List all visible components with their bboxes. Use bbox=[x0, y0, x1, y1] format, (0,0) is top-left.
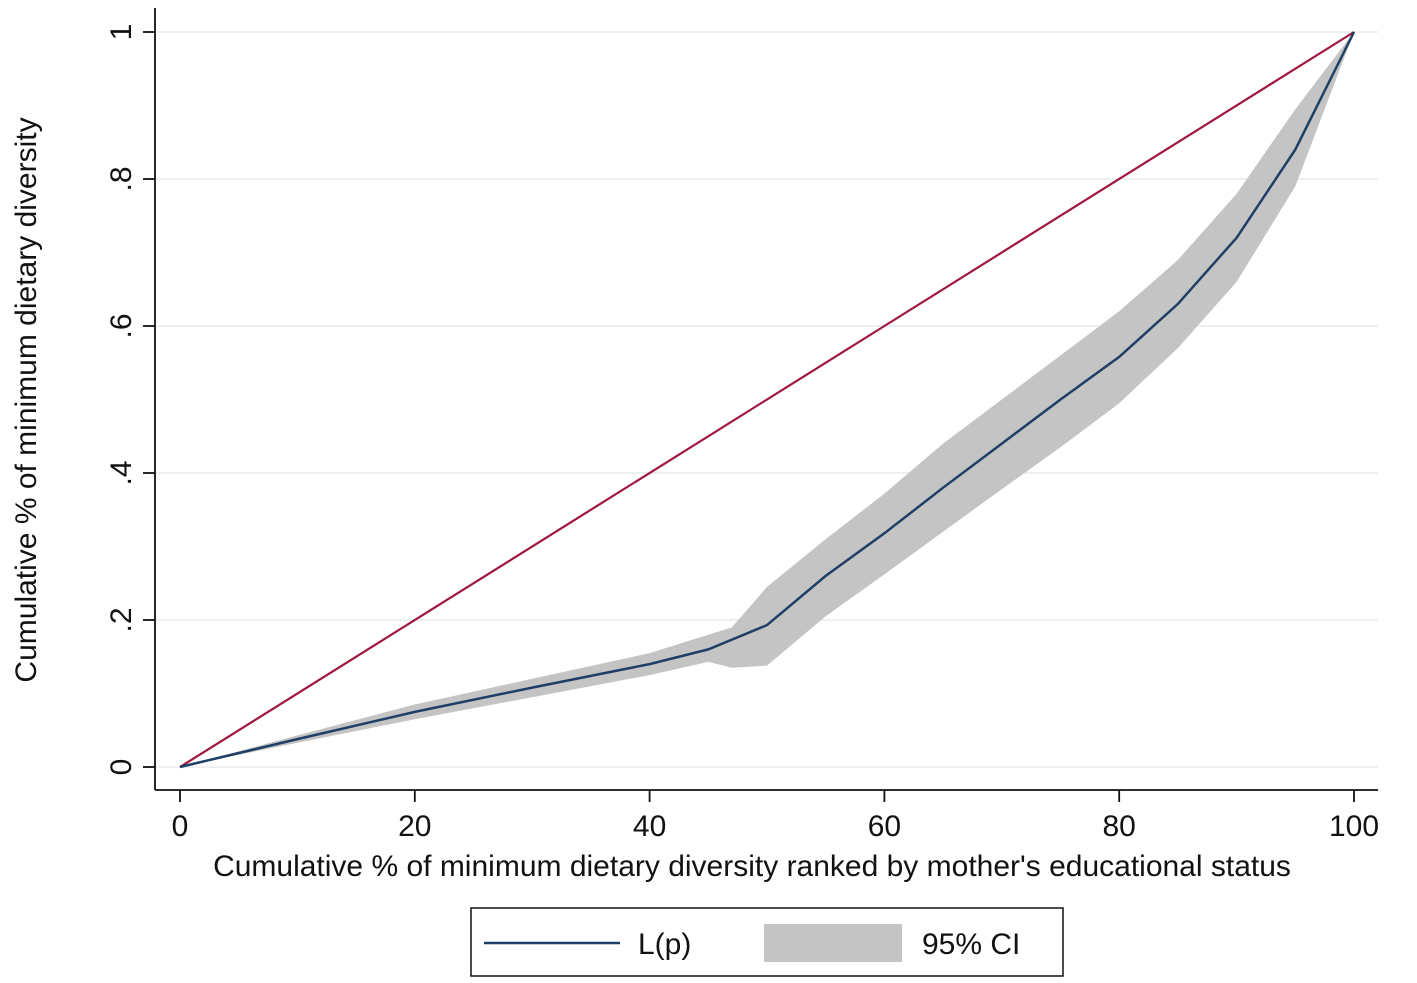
series-line-equality bbox=[179, 31, 1355, 768]
x-tick-label-2: 40 bbox=[633, 810, 666, 843]
y-tick-label-4: .8 bbox=[105, 166, 138, 191]
y-tick-label-0: 0 bbox=[105, 759, 138, 776]
ci-band-layer bbox=[180, 32, 1354, 767]
series-line-lp bbox=[179, 31, 1356, 769]
y-axis-title: Cumulative % of minimum dietary diversit… bbox=[10, 117, 43, 682]
x-tick-label-3: 60 bbox=[868, 810, 901, 843]
legend-label-ci: 95% CI bbox=[922, 928, 1020, 961]
axes bbox=[143, 8, 1378, 802]
y-tick-label-1: .2 bbox=[105, 607, 138, 632]
x-tick-label-5: 100 bbox=[1329, 810, 1379, 843]
x-tick-label-1: 20 bbox=[398, 810, 431, 843]
y-tick-label-3: .6 bbox=[105, 313, 138, 338]
y-tick-label-5: 1 bbox=[105, 24, 138, 41]
x-axis-title: Cumulative % of minimum dietary diversit… bbox=[213, 850, 1291, 883]
series-lines bbox=[179, 31, 1356, 769]
x-tick-label-0: 0 bbox=[172, 810, 189, 843]
tick-labels: 0 .2 .4 .6 .8 1 0 20 40 60 80 100 bbox=[105, 24, 1379, 843]
legend: L(p) 95% CI bbox=[470, 907, 1064, 977]
legend-label-lp: L(p) bbox=[638, 928, 691, 961]
legend-band-swatch bbox=[764, 924, 902, 962]
x-tick-label-4: 80 bbox=[1103, 810, 1136, 843]
gridlines bbox=[155, 31, 1378, 768]
series-band-95ci bbox=[180, 32, 1354, 767]
y-tick-label-2: .4 bbox=[105, 460, 138, 485]
